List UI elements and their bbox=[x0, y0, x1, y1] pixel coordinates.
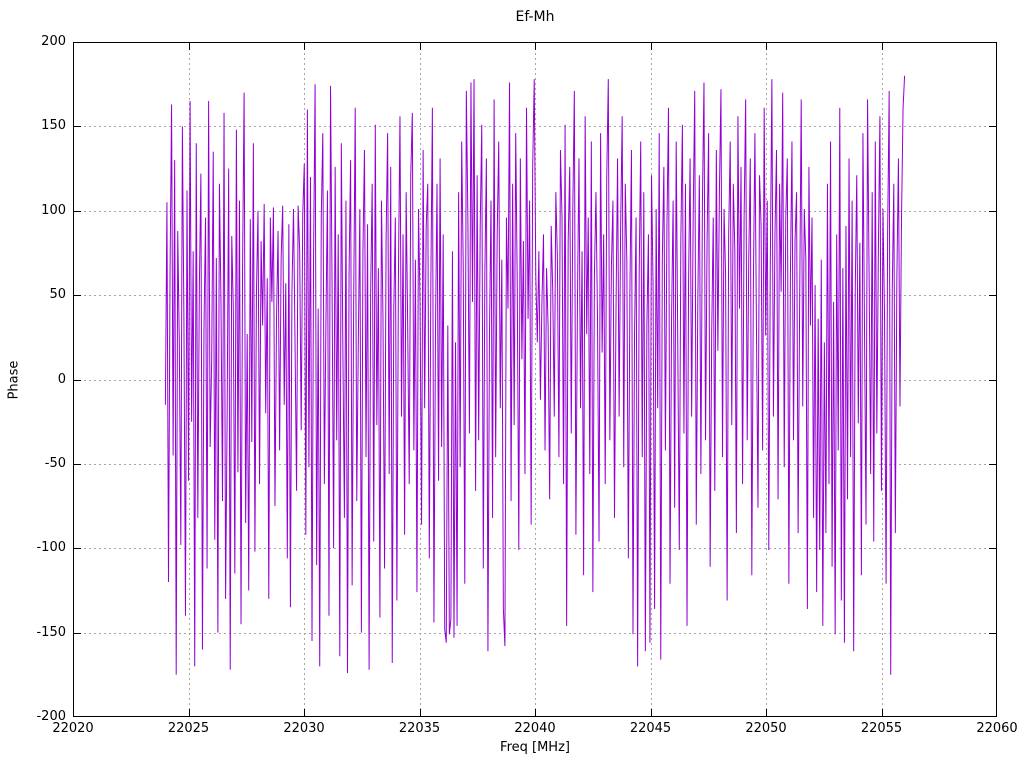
x-tick-label: 22060 bbox=[976, 721, 1018, 736]
y-tick-label: 100 bbox=[41, 202, 66, 218]
x-tick-label: 22040 bbox=[514, 721, 556, 736]
x-tick-label: 22025 bbox=[167, 721, 210, 736]
plot-border bbox=[73, 42, 997, 717]
phase-series-line bbox=[164, 75, 906, 675]
x-tick-label: 22045 bbox=[629, 721, 672, 736]
x-tick-label: 22055 bbox=[860, 721, 903, 736]
x-tick-label: 22030 bbox=[283, 721, 325, 736]
plot-svg bbox=[73, 42, 997, 717]
y-tick-label: -200 bbox=[36, 709, 66, 724]
x-tick-label: 22050 bbox=[745, 721, 787, 736]
y-tick-label: 200 bbox=[41, 34, 66, 49]
y-tick-label: 50 bbox=[49, 287, 66, 303]
x-axis-title: Freq [MHz] bbox=[500, 740, 570, 755]
x-tick-label: 22035 bbox=[398, 721, 441, 736]
y-tick-label: 0 bbox=[57, 371, 66, 387]
y-tick-label: -100 bbox=[36, 540, 66, 556]
chart-title: Ef-Mh bbox=[515, 9, 555, 25]
plot-area bbox=[73, 42, 997, 717]
y-tick-label: -150 bbox=[36, 624, 66, 640]
x-tick-label: 22020 bbox=[52, 721, 94, 736]
y-tick-label: -50 bbox=[44, 455, 66, 471]
y-tick-label: 150 bbox=[41, 118, 66, 134]
